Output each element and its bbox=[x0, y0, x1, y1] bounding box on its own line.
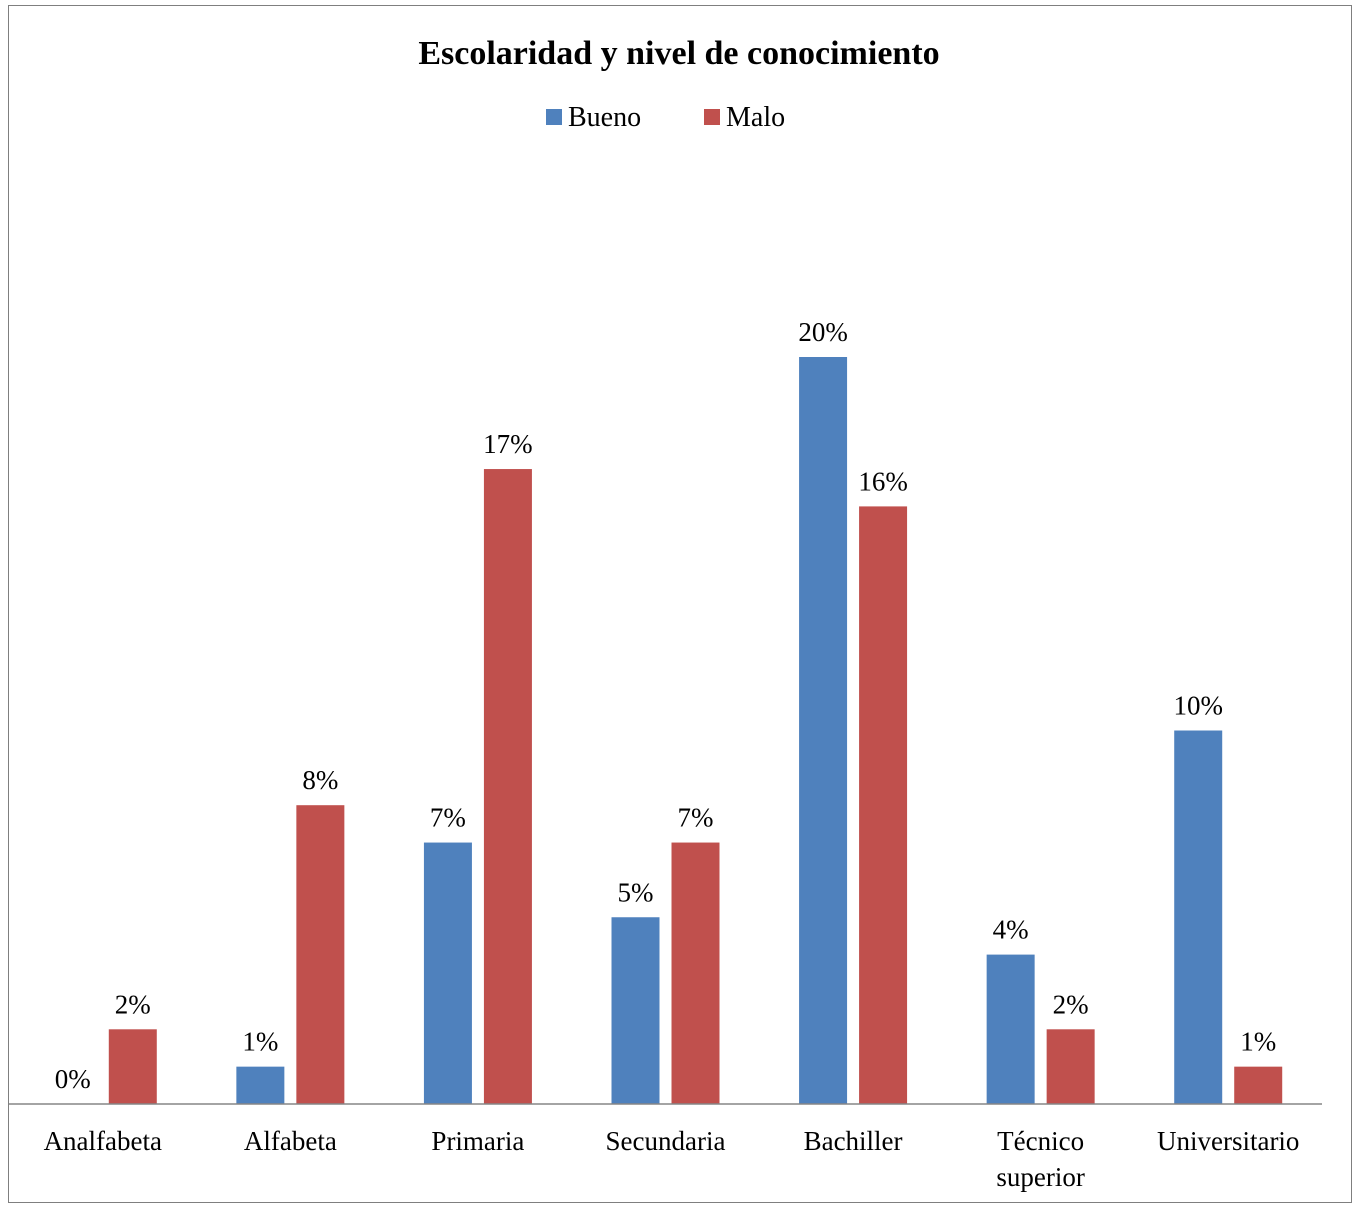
data-label-bueno-4: 20% bbox=[798, 317, 848, 347]
bar-chart: Escolaridad y nivel de conocimiento Buen… bbox=[9, 35, 1322, 1192]
category-label-2: Primaria bbox=[431, 1126, 524, 1156]
legend-swatch-malo bbox=[704, 109, 720, 125]
chart-frame: Escolaridad y nivel de conocimiento Buen… bbox=[8, 5, 1352, 1203]
data-label-bueno-6: 10% bbox=[1173, 691, 1223, 721]
bars bbox=[108, 357, 1283, 1104]
data-label-malo-2: 17% bbox=[483, 429, 533, 459]
category-label-3: Secundaria bbox=[606, 1126, 726, 1156]
category-label-1: Alfabeta bbox=[244, 1126, 337, 1156]
chart-title: Escolaridad y nivel de conocimiento bbox=[418, 35, 939, 72]
data-label-malo-4: 16% bbox=[858, 466, 908, 496]
category-label-6: Universitario bbox=[1157, 1126, 1299, 1156]
legend-label-malo: Malo bbox=[726, 102, 785, 133]
bar-malo-2 bbox=[483, 469, 532, 1104]
bar-malo-3 bbox=[671, 842, 720, 1104]
data-label-bueno-5: 4% bbox=[993, 915, 1029, 945]
bar-malo-0 bbox=[108, 1029, 157, 1104]
bar-malo-5 bbox=[1046, 1029, 1095, 1104]
category-label-5: Técnico superior bbox=[996, 1126, 1084, 1192]
data-label-malo-0: 2% bbox=[115, 989, 151, 1019]
bar-bueno-5 bbox=[986, 954, 1035, 1104]
data-label-bueno-0: 0% bbox=[55, 1064, 91, 1094]
bar-bueno-2 bbox=[423, 842, 472, 1104]
data-label-bueno-1: 1% bbox=[242, 1027, 278, 1057]
bar-bueno-3 bbox=[611, 917, 660, 1104]
legend: Bueno Malo bbox=[546, 102, 785, 133]
legend-swatch-bueno bbox=[546, 109, 562, 125]
data-label-malo-3: 7% bbox=[678, 803, 714, 833]
data-label-malo-6: 1% bbox=[1240, 1027, 1276, 1057]
category-label-4: Bachiller bbox=[804, 1126, 903, 1156]
category-label-0: Analfabeta bbox=[44, 1126, 162, 1156]
bar-malo-4 bbox=[859, 506, 908, 1104]
bar-bueno-1 bbox=[236, 1066, 285, 1104]
bar-bueno-4 bbox=[799, 357, 848, 1104]
data-label-bueno-3: 5% bbox=[618, 877, 654, 907]
data-label-malo-1: 8% bbox=[302, 765, 338, 795]
data-labels: 0% 2% 1% 8% 7% 17% 5% 7% 20% 16% 4% 2% 10% 1% bbox=[55, 317, 1276, 1094]
bar-bueno-6 bbox=[1174, 730, 1223, 1104]
data-label-bueno-2: 7% bbox=[430, 803, 466, 833]
bar-malo-1 bbox=[296, 805, 345, 1104]
legend-label-bueno: Bueno bbox=[568, 102, 641, 133]
data-label-malo-5: 2% bbox=[1053, 989, 1089, 1019]
category-labels: Analfabeta Alfabeta Primaria Secundaria Bach… bbox=[44, 1126, 1300, 1192]
bar-malo-6 bbox=[1234, 1066, 1283, 1104]
